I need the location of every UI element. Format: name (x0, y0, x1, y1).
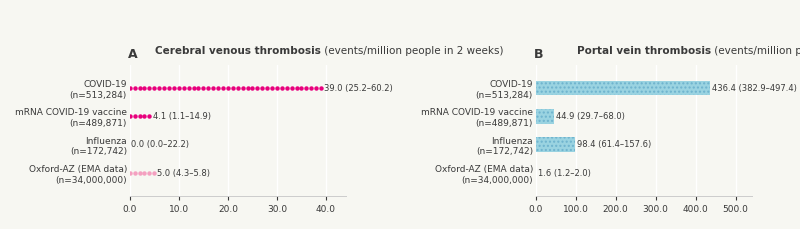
Bar (536, 109, 554, 124)
Text: 4.1 (1.1–14.9): 4.1 (1.1–14.9) (153, 112, 211, 121)
Text: Portal vein thrombosis: Portal vein thrombosis (577, 46, 710, 56)
Text: (events/million people in 2 weeks): (events/million people in 2 weeks) (321, 46, 503, 56)
Text: B: B (534, 48, 543, 61)
Text: 39.0 (25.2–60.2): 39.0 (25.2–60.2) (324, 84, 393, 93)
Text: 0.0 (0.0–22.2): 0.0 (0.0–22.2) (131, 140, 190, 149)
Text: Cerebral venous thrombosis: Cerebral venous thrombosis (154, 46, 321, 56)
Text: 98.4 (61.4–157.6): 98.4 (61.4–157.6) (577, 140, 651, 149)
Text: 436.4 (382.9–497.4): 436.4 (382.9–497.4) (712, 84, 797, 93)
Text: 1.6 (1.2–2.0): 1.6 (1.2–2.0) (538, 169, 591, 178)
Text: A: A (128, 48, 138, 61)
Text: (events/million people in 2 weeks): (events/million people in 2 weeks) (710, 46, 800, 56)
Bar (536, 137, 575, 152)
Bar (536, 81, 710, 95)
Text: 5.0 (4.3–5.8): 5.0 (4.3–5.8) (158, 169, 210, 178)
Text: 44.9 (29.7–68.0): 44.9 (29.7–68.0) (556, 112, 625, 121)
